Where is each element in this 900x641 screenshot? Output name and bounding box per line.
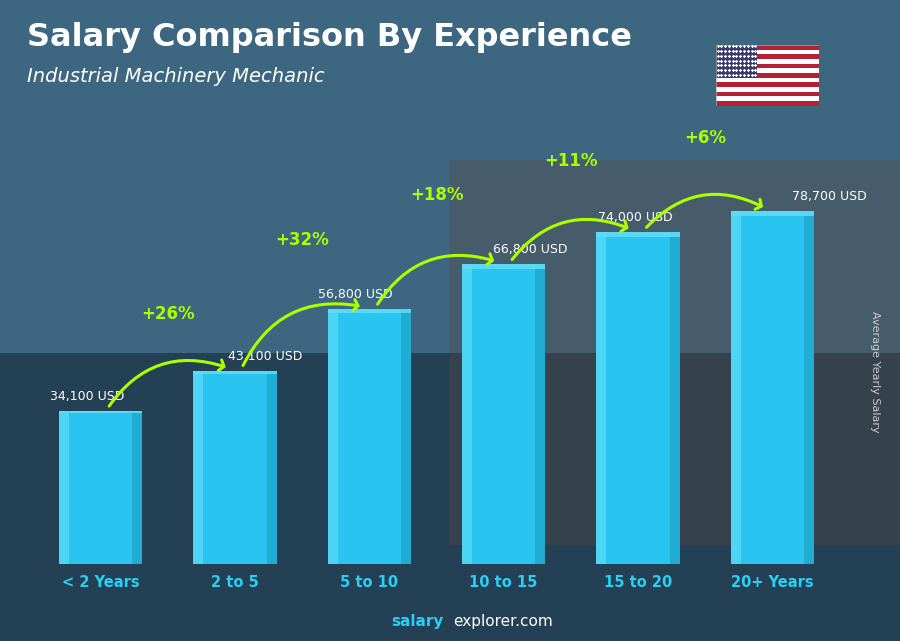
Bar: [462, 264, 472, 564]
Bar: [462, 264, 545, 564]
Text: 74,000 USD: 74,000 USD: [598, 211, 672, 224]
Bar: [716, 73, 819, 78]
Bar: [716, 96, 819, 101]
Bar: [59, 411, 69, 564]
Text: 78,700 USD: 78,700 USD: [792, 190, 867, 203]
Bar: [716, 59, 819, 63]
Text: Average Yearly Salary: Average Yearly Salary: [869, 311, 880, 433]
Bar: [401, 309, 411, 564]
Text: Salary Comparison By Experience: Salary Comparison By Experience: [27, 22, 632, 53]
Bar: [716, 101, 819, 106]
Bar: [716, 49, 819, 54]
Bar: [536, 264, 545, 564]
Bar: [716, 54, 819, 59]
Bar: [597, 232, 680, 237]
Bar: [597, 232, 680, 564]
Text: +18%: +18%: [410, 187, 464, 204]
Bar: [804, 211, 814, 564]
Bar: [132, 411, 142, 564]
Bar: [194, 370, 276, 564]
Bar: [462, 264, 545, 269]
Text: +32%: +32%: [275, 231, 329, 249]
Text: +11%: +11%: [544, 153, 598, 171]
Bar: [716, 92, 819, 96]
Bar: [731, 211, 814, 564]
Bar: [328, 309, 411, 313]
Text: explorer.com: explorer.com: [453, 615, 553, 629]
Bar: [731, 211, 741, 564]
Bar: [716, 78, 819, 82]
Bar: [716, 45, 757, 78]
Text: Industrial Machinery Mechanic: Industrial Machinery Mechanic: [27, 67, 325, 87]
Bar: [194, 370, 276, 374]
Bar: [716, 69, 819, 73]
Bar: [194, 370, 203, 564]
Bar: [716, 87, 819, 92]
Text: 34,100 USD: 34,100 USD: [50, 390, 124, 403]
Bar: [716, 63, 819, 69]
Bar: [266, 370, 276, 564]
Bar: [59, 411, 142, 413]
Text: +6%: +6%: [684, 129, 726, 147]
Bar: [716, 45, 819, 49]
Text: 43,100 USD: 43,100 USD: [229, 349, 302, 363]
Text: 56,800 USD: 56,800 USD: [319, 288, 393, 301]
Bar: [670, 232, 680, 564]
Text: 66,800 USD: 66,800 USD: [493, 244, 567, 256]
Bar: [59, 411, 142, 564]
Bar: [597, 232, 607, 564]
Bar: [328, 309, 338, 564]
Bar: [328, 309, 411, 564]
Text: +26%: +26%: [141, 304, 194, 322]
Bar: [731, 211, 814, 216]
Text: salary: salary: [392, 615, 444, 629]
Bar: [716, 82, 819, 87]
